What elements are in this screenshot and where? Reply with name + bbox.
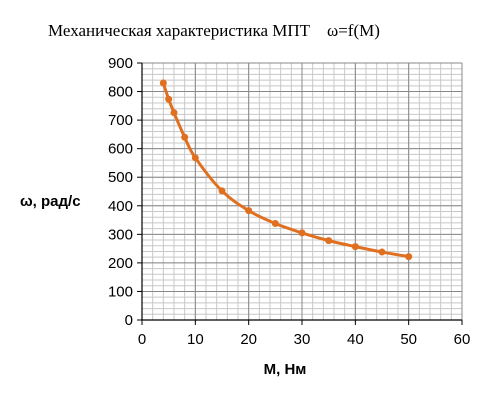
series-layer	[159, 79, 413, 261]
y-tick-label: 400	[108, 198, 133, 215]
data-point	[245, 207, 253, 215]
x-tick-label: 10	[187, 331, 204, 348]
y-tick-label: 100	[108, 283, 133, 300]
data-point	[218, 187, 226, 195]
data-point	[405, 253, 413, 261]
axes	[137, 62, 463, 325]
data-point	[351, 243, 359, 251]
x-tick-label: 40	[347, 331, 364, 348]
y-tick-label: 800	[108, 84, 133, 101]
x-tick-label: 0	[138, 331, 146, 348]
x-tick-label: 60	[454, 331, 471, 348]
y-tick-label: 300	[108, 226, 133, 243]
major-grid	[141, 62, 463, 321]
y-tick-labels: 0 100 200 300 400 500 600 700 800 900	[108, 55, 133, 329]
data-point	[170, 109, 178, 117]
y-tick-label: 900	[108, 55, 133, 72]
data-point	[298, 229, 306, 237]
y-tick-label: 700	[108, 112, 133, 129]
x-tick-labels: 0 10 20 30 40 50 60	[138, 331, 471, 348]
data-point	[378, 248, 386, 256]
x-tick-label: 30	[294, 331, 311, 348]
y-tick-label: 200	[108, 255, 133, 272]
data-point	[191, 154, 199, 162]
y-tick-label: 600	[108, 141, 133, 158]
x-tick-label: 20	[240, 331, 257, 348]
data-point	[159, 79, 167, 87]
y-tick-label: 0	[125, 312, 133, 329]
y-axis-label: ω, рад/с	[20, 193, 81, 210]
chart-title: Механическая характеристика МПТ ω=f(M)	[48, 21, 380, 40]
x-axis-label: M, Нм	[264, 361, 307, 378]
data-point	[271, 219, 279, 227]
data-point	[181, 133, 189, 141]
data-point	[165, 95, 173, 103]
x-tick-label: 50	[400, 331, 417, 348]
y-tick-label: 500	[108, 169, 133, 186]
data-point	[325, 237, 333, 245]
